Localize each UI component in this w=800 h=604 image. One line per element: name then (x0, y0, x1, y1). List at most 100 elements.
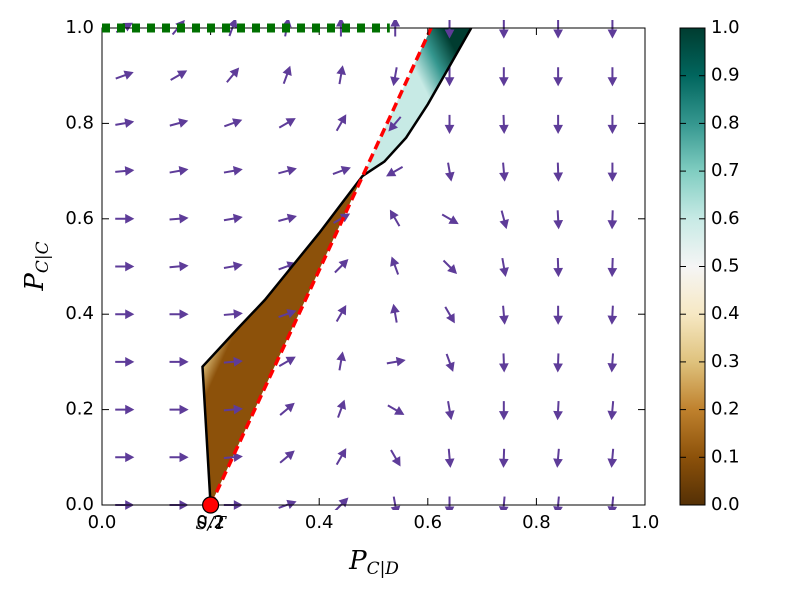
colorbar-tick-label: 0.1 (711, 446, 740, 467)
arrow (278, 118, 296, 129)
arrow (223, 309, 243, 319)
arrow (607, 401, 618, 421)
arrow (444, 401, 455, 421)
arrow (115, 404, 135, 415)
x-tick-label: 0.6 (413, 512, 442, 533)
y-tick-label: 0.0 (65, 494, 94, 515)
arrow (607, 114, 618, 135)
region-fill (202, 175, 363, 505)
region-boundary (201, 27, 473, 506)
arrow (607, 353, 618, 373)
arrow (553, 20, 563, 39)
colorbar-tick-label: 0.9 (711, 65, 740, 86)
y-tick-label: 0.6 (65, 208, 94, 229)
arrow (335, 304, 347, 323)
arrow (169, 452, 189, 463)
point (202, 496, 220, 514)
x-tick-label: 0.2 (196, 512, 225, 533)
arrow (607, 305, 618, 325)
arrow (499, 210, 509, 230)
arrow (386, 356, 406, 367)
arrow (169, 213, 189, 224)
arrow (607, 20, 618, 39)
arrow (553, 210, 564, 230)
x-tick-label: 0.0 (88, 512, 117, 533)
arrow (499, 114, 509, 135)
arrow (390, 303, 400, 323)
arrow (499, 257, 509, 277)
red-line (209, 27, 433, 506)
arrow (499, 305, 509, 325)
arrow (445, 353, 455, 372)
arrow (442, 259, 458, 275)
x-tick-label: 0.4 (305, 512, 334, 533)
arrow (553, 114, 563, 135)
arrow (226, 67, 240, 83)
colorbar-tick-label: 0.5 (711, 256, 740, 277)
colorbar-tick-label: 0.2 (711, 399, 740, 420)
y-tick-label: 0.2 (65, 399, 94, 420)
arrow (334, 258, 349, 274)
arrow (444, 114, 455, 135)
x-tick-label: 0.8 (522, 512, 551, 533)
arrow (223, 452, 243, 463)
arrow (553, 353, 563, 373)
arrow (553, 401, 563, 421)
arrow (279, 402, 295, 416)
arrow (498, 67, 509, 87)
arrow (115, 261, 135, 272)
arrow (169, 166, 189, 176)
colorbar-tick-label: 0.3 (711, 351, 740, 372)
arrow (607, 162, 618, 182)
arrow (444, 448, 455, 468)
arrow (115, 70, 134, 80)
arrow (498, 401, 509, 421)
arrow (278, 213, 297, 224)
plot-area (102, 28, 645, 505)
arrow (115, 166, 135, 176)
arrow (335, 114, 347, 132)
colorbar-tick-label: 0.7 (711, 160, 740, 181)
arrow (499, 353, 509, 373)
arrow (278, 356, 296, 368)
arrow (223, 404, 243, 415)
colorbar-tick-label: 0.6 (711, 208, 740, 229)
arrow (390, 256, 400, 275)
arrow (388, 116, 402, 132)
arrow (553, 257, 564, 278)
arrow (607, 210, 618, 230)
arrow (389, 209, 401, 227)
arrow (332, 166, 351, 176)
arrow (390, 496, 401, 510)
arrow (387, 404, 405, 415)
arrow (498, 20, 509, 39)
arrow (390, 67, 400, 87)
arrow (278, 309, 297, 319)
arrow (115, 452, 135, 463)
x-tick-label: 1.0 (631, 512, 660, 533)
arrow (336, 65, 346, 85)
arrow (228, 20, 238, 37)
arrow (279, 450, 295, 464)
arrow (223, 213, 243, 224)
arrow (444, 496, 455, 510)
arrow (499, 162, 509, 182)
arrow (115, 357, 135, 367)
arrow (223, 118, 243, 128)
arrow (444, 20, 455, 39)
arrow (607, 67, 618, 87)
arrow (553, 67, 563, 87)
arrow (169, 404, 189, 415)
arrow (390, 20, 401, 37)
arrow (553, 448, 563, 468)
arrow (335, 448, 347, 466)
arrow (223, 166, 243, 176)
arrow (553, 305, 563, 325)
arrow (282, 65, 292, 85)
colorbar-tick-label: 0.4 (711, 303, 740, 324)
arrow (498, 448, 509, 468)
arrow (607, 448, 618, 468)
arrow (115, 309, 135, 320)
